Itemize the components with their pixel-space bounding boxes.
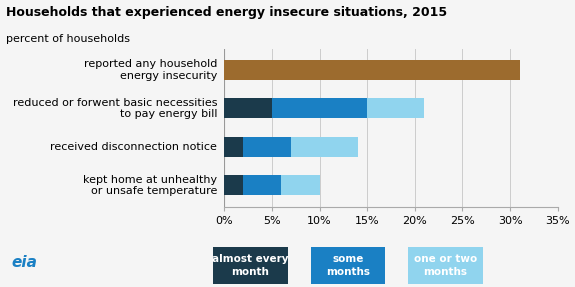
Text: one or two
months: one or two months [414,254,477,277]
Text: eia: eia [12,255,37,270]
Bar [272,98,367,119]
Bar [243,175,281,195]
Text: almost every
month: almost every month [212,254,289,277]
Bar [291,137,358,157]
Text: some
months: some months [326,254,370,277]
Text: Households that experienced energy insecure situations, 2015: Households that experienced energy insec… [6,6,447,19]
Text: percent of households: percent of households [6,34,130,44]
Bar [224,175,243,195]
Bar [281,175,320,195]
Bar [224,98,272,119]
Bar [224,137,243,157]
Bar [243,137,291,157]
Bar [224,60,520,80]
Bar [367,98,424,119]
